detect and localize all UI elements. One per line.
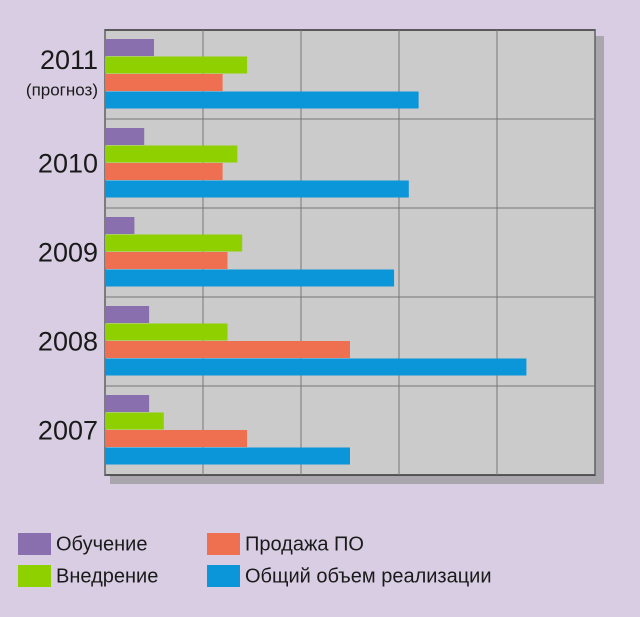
category-label: 2009 <box>38 238 98 268</box>
legend-swatch <box>18 533 51 555</box>
bar <box>105 39 154 56</box>
legend-swatch <box>207 533 240 555</box>
bar <box>105 163 223 180</box>
bar <box>105 180 409 198</box>
category-label: 2007 <box>38 416 98 446</box>
bar <box>105 56 248 74</box>
legend-swatch <box>18 565 51 587</box>
bar <box>105 74 223 91</box>
bar <box>105 128 145 145</box>
legend-swatch <box>207 565 240 587</box>
bar <box>105 145 238 163</box>
category-label: 2010 <box>38 149 98 179</box>
bar <box>105 306 150 323</box>
bar <box>105 269 395 287</box>
legend-label: Общий объем реализации <box>245 565 492 587</box>
bar <box>105 430 248 447</box>
bar <box>105 341 350 358</box>
bar <box>105 412 164 430</box>
bar <box>105 323 228 341</box>
category-label: 2008 <box>38 327 98 357</box>
annotation: (прогноз) <box>26 80 98 99</box>
bar <box>105 447 350 465</box>
bar <box>105 358 527 376</box>
legend-label: Обучение <box>56 533 147 555</box>
bar <box>105 395 150 412</box>
legend-label: Продажа ПО <box>245 533 364 555</box>
bar <box>105 252 228 269</box>
legend-label: Внедрение <box>56 565 158 587</box>
category-label: 2011 <box>40 45 98 75</box>
bar <box>105 91 419 109</box>
bar <box>105 217 135 234</box>
bar <box>105 234 243 252</box>
